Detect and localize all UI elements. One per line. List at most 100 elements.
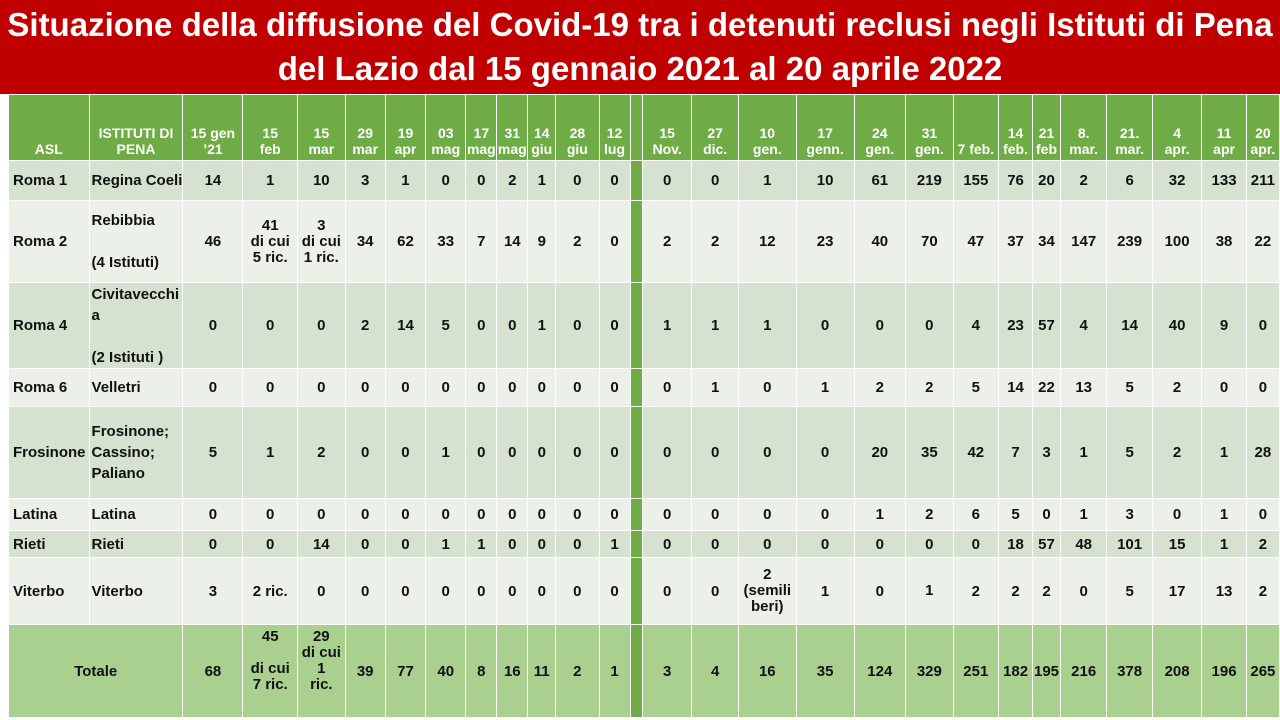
cell-line: 0 — [1079, 582, 1088, 600]
cell-line: 0 — [662, 535, 672, 553]
value-cell: 23 — [998, 282, 1034, 369]
cell-line: 0 — [610, 444, 619, 461]
value-cell: 1 — [1059, 498, 1108, 531]
header-date: 21 feb — [1032, 94, 1061, 161]
value-cell: 1 — [737, 282, 797, 369]
asl-cell: Roma 1 — [8, 160, 90, 201]
cell-line: 0 — [662, 172, 672, 189]
cell-line: 29 — [312, 628, 330, 645]
total-value: 182 — [998, 624, 1034, 718]
cell-line: 0 — [208, 317, 218, 334]
value-cell: 0 — [496, 282, 529, 369]
value-cell: 48 — [1059, 530, 1108, 558]
value-cell: 0 — [344, 406, 386, 499]
asl-cell: Frosinone — [8, 406, 90, 499]
cell-line: 14 — [1121, 317, 1138, 334]
separator-column — [629, 624, 643, 718]
cell-line: 8. — [1077, 125, 1090, 141]
cell-line: 1 — [537, 317, 546, 334]
cell-line: 0 — [875, 582, 884, 600]
total-value: 8 — [465, 624, 498, 718]
cell-line: mag — [497, 141, 527, 157]
cell-line: 17 — [1168, 582, 1186, 600]
cell-line: 11 — [533, 662, 550, 680]
value-cell: 0 — [527, 557, 557, 625]
cell-line: Rieti — [91, 535, 125, 553]
cell-line: 57 — [1038, 535, 1055, 553]
cell-line: 1 — [1219, 506, 1229, 523]
title-line-2: del Lazio dal 15 gennaio 2021 al 20 apri… — [277, 50, 1003, 87]
value-cell: 100 — [1151, 200, 1203, 283]
value-cell: 5 — [182, 406, 244, 499]
cell-line: 1 — [266, 172, 275, 189]
header-row: ASL ISTITUTI DI PENA 15 gen ’21 15 feb 15 mar 29 m… — [8, 94, 1280, 161]
value-cell: 155 — [952, 160, 1000, 201]
cell-line: 1 — [441, 535, 450, 553]
cell-line: 0 — [401, 444, 410, 461]
cell-line: 23 — [1007, 317, 1024, 334]
value-cell: 2 — [691, 200, 739, 283]
value-cell: 2 — [1032, 557, 1061, 625]
value-cell: 2 — [344, 282, 386, 369]
header-date: 15 Nov. — [641, 94, 693, 161]
cell-line: 0 — [508, 506, 517, 523]
value-cell: 0 — [598, 498, 631, 531]
cell-line: 0 — [610, 379, 619, 396]
cell-line: feb — [1036, 141, 1058, 157]
cell-line: 2 — [508, 172, 517, 189]
total-value: 3 — [641, 624, 693, 718]
cell-line: mag — [466, 141, 496, 157]
cell-line: 265 — [1250, 662, 1276, 680]
value-cell: 0 — [344, 498, 386, 531]
cell-line: 34 — [356, 233, 374, 250]
cell-line: 12 — [758, 233, 776, 250]
value-cell: 1 — [1201, 530, 1247, 558]
cell-line: 2 — [361, 317, 370, 334]
separator-column — [629, 498, 643, 531]
cell-line: 5 — [208, 444, 218, 461]
cell-line: 4 — [1079, 317, 1088, 334]
value-cell: 211 — [1245, 160, 1280, 201]
cell-line: 0 — [401, 582, 410, 600]
cell-line: Cassino; — [91, 444, 155, 461]
cell-line: 7 — [477, 233, 486, 250]
cell-line: 27 — [707, 125, 723, 141]
separator-column — [629, 530, 643, 558]
value-cell: 0 — [853, 530, 907, 558]
value-cell: 0 — [1032, 498, 1061, 531]
value-cell: 0 — [465, 160, 498, 201]
cell-line: 31 — [921, 125, 938, 141]
value-cell: 62 — [384, 200, 427, 283]
cell-line: 0 — [537, 506, 546, 523]
value-cell: 1 — [641, 282, 693, 369]
cell-line: 70 — [921, 233, 938, 250]
cell-line: 33 — [437, 233, 455, 250]
total-value: 195 — [1032, 624, 1061, 718]
cell-line: Latina — [91, 506, 136, 523]
istituto-cell: Regina Coeli — [88, 160, 184, 201]
value-cell: 32 — [1151, 160, 1203, 201]
cell-line: 216 — [1071, 662, 1097, 680]
cell-line: 61 — [871, 172, 889, 189]
header-date: 10 gen. — [737, 94, 797, 161]
cell-line: 0 — [361, 535, 370, 553]
total-value: 45 di cui 7 ric. — [242, 624, 299, 718]
cell-line: 2 — [1258, 535, 1268, 553]
cell-line: 0 — [208, 535, 218, 553]
value-cell: 3 — [182, 557, 244, 625]
value-cell: 33 — [425, 200, 467, 283]
value-cell: 0 — [641, 406, 693, 499]
cell-line: 0 — [1219, 379, 1229, 396]
cell-line: 329 — [916, 662, 942, 680]
asl-cell: Viterbo — [8, 557, 90, 625]
total-value: 2 — [555, 624, 600, 718]
cell-line: genn. — [806, 141, 844, 157]
header-date: 24 gen. — [853, 94, 907, 161]
cell-line: 20 — [871, 444, 889, 461]
covid-table: ASL ISTITUTI DI PENA 15 gen ’21 15 feb 15 mar 29 m… — [7, 94, 1280, 718]
cell-line: apr — [394, 141, 417, 157]
cell-line: 35 — [921, 444, 938, 461]
table-row: Roma 1 Regina Coeli 14 1 10 3 1 0 0 2 1 0 0 0 0 1 10 61 21… — [8, 160, 1280, 201]
value-cell: 0 — [465, 557, 498, 625]
value-cell: 0 — [1151, 498, 1203, 531]
